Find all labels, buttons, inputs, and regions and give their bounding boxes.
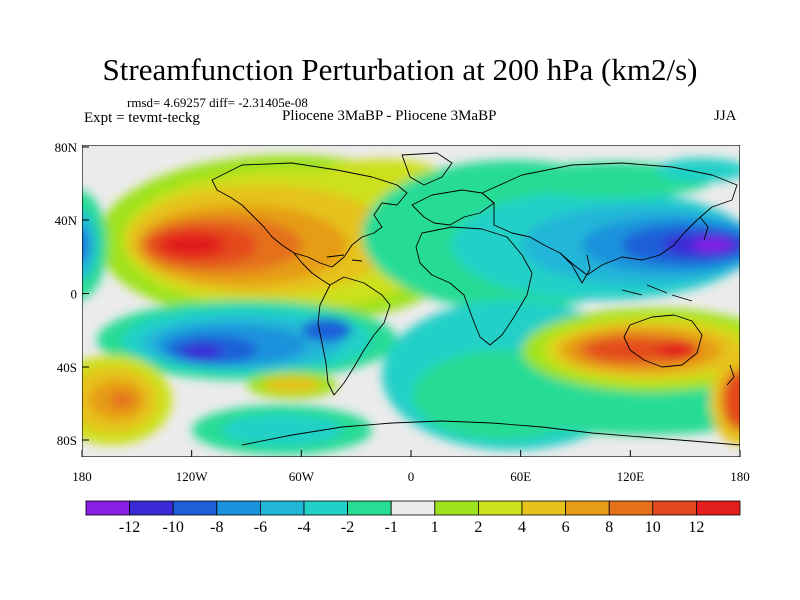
contour-field bbox=[82, 155, 740, 455]
colorbar-box bbox=[303, 500, 348, 516]
colorbar-box bbox=[434, 500, 479, 516]
colorbar-box bbox=[85, 500, 130, 516]
colorbar-box bbox=[652, 500, 697, 516]
colorbar-box bbox=[216, 500, 261, 516]
colorbar-label: 10 bbox=[645, 519, 661, 536]
x-tick-label: 180 bbox=[72, 469, 92, 484]
y-axis: 80N 40N 0 40S 80S bbox=[55, 140, 89, 448]
colorbar-label: 2 bbox=[474, 519, 482, 536]
coastlines bbox=[211, 152, 740, 446]
colorbar-label: -12 bbox=[119, 519, 140, 536]
colorbar-label: -2 bbox=[341, 519, 354, 536]
colorbar-box bbox=[696, 500, 741, 516]
colorbar-box bbox=[390, 500, 436, 516]
colorbar-box bbox=[129, 500, 174, 516]
x-axis: 180 120W 60W 0 60E 120E 180 bbox=[72, 450, 750, 484]
y-tick-label: 80N bbox=[55, 140, 78, 155]
colorbar-label: 8 bbox=[605, 519, 613, 536]
colorbar-label: 12 bbox=[688, 519, 704, 536]
colorbar-boxes bbox=[85, 500, 741, 516]
x-tick-label: 0 bbox=[408, 469, 415, 484]
experiment-label: Expt = tevmt-teckg bbox=[84, 110, 200, 126]
colorbar-label: -8 bbox=[210, 519, 223, 536]
x-tick-label: 60E bbox=[510, 469, 531, 484]
colorbar-label: 4 bbox=[518, 519, 526, 536]
colorbar-box bbox=[477, 500, 523, 516]
colorbar-box bbox=[259, 500, 305, 516]
colorbar-label: -1 bbox=[385, 519, 398, 536]
y-tick-label: 80S bbox=[57, 433, 77, 448]
colorbar-label: 1 bbox=[431, 519, 439, 536]
streamfunction-map bbox=[82, 145, 740, 457]
x-tick-label: 60W bbox=[289, 469, 315, 484]
case-label: Pliocene 3MaBP - Pliocene 3MaBP bbox=[282, 108, 497, 124]
plot-title: Streamfunction Perturbation at 200 hPa (… bbox=[102, 52, 698, 87]
y-tick-label: 40S bbox=[57, 360, 77, 375]
stats-text: rmsd= 4.69257 diff= -2.31405e-08 bbox=[127, 95, 308, 110]
x-tick-label: 120E bbox=[617, 469, 645, 484]
colorbar-label: -4 bbox=[297, 519, 310, 536]
colorbar-box bbox=[521, 500, 566, 516]
colorbar-label: -10 bbox=[163, 519, 184, 536]
colorbar-label: -6 bbox=[254, 519, 267, 536]
colorbar-box bbox=[172, 500, 218, 516]
colorbar-box bbox=[347, 500, 392, 516]
y-tick-label: 40N bbox=[55, 213, 78, 228]
colorbar-box bbox=[608, 500, 654, 516]
colorbar-label: 6 bbox=[562, 519, 570, 536]
y-tick-label: 0 bbox=[71, 287, 78, 302]
x-tick-label: 180 bbox=[730, 469, 750, 484]
colorbar-labels: -12 -10 -8 -6 -4 -2 -1 1 2 4 6 8 10 12 bbox=[119, 519, 704, 536]
season-label: JJA bbox=[714, 108, 737, 124]
colorbar-box bbox=[565, 500, 610, 516]
x-tick-label: 120W bbox=[176, 469, 209, 484]
